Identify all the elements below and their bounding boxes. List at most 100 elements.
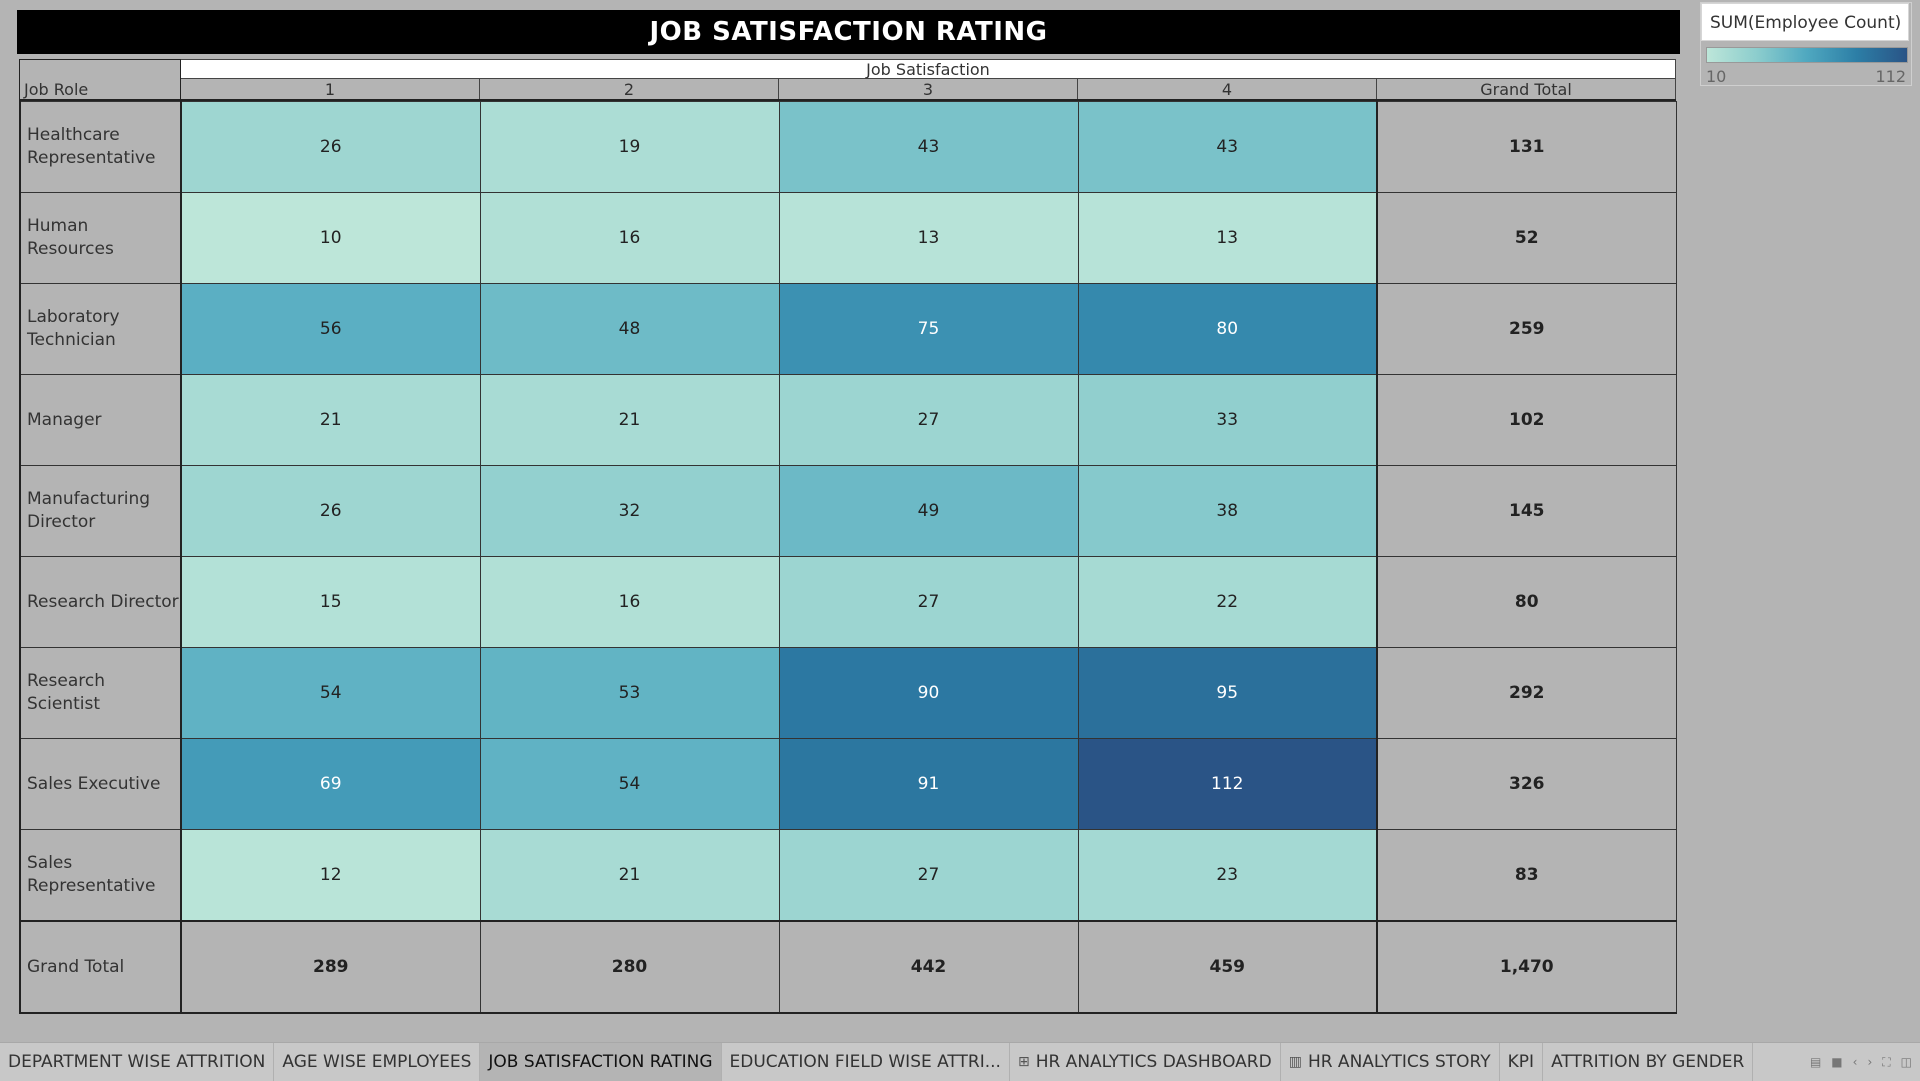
column-group-label[interactable]: Job Satisfaction [180, 59, 1676, 79]
grand-total-cell[interactable]: 459 [1077, 920, 1378, 1014]
heatmap-cell[interactable]: 21 [479, 374, 780, 466]
heatmap-cell[interactable]: 69 [180, 738, 481, 830]
sheet-tab[interactable]: ⊞ HR ANALYTICS DASHBOARD [1010, 1043, 1281, 1081]
sheet-tab[interactable]: ATTRITION BY GENDER [1543, 1043, 1754, 1081]
heatmap-cell[interactable]: 26 [180, 101, 481, 193]
column-header-grand-total[interactable]: Grand Total [1376, 78, 1676, 101]
heatmap-cell[interactable]: 95 [1077, 647, 1378, 739]
grand-total-cell[interactable]: 289 [180, 920, 481, 1014]
crosstab: Job Role Job Satisfaction 1 2 3 4 Grand … [19, 59, 1677, 1014]
column-header[interactable]: 4 [1077, 78, 1377, 101]
presentation-icon[interactable]: ◫ [1900, 1055, 1912, 1069]
column-header[interactable]: 2 [479, 78, 779, 101]
column-header[interactable]: 1 [180, 78, 480, 101]
sheet-tab-label: ATTRITION BY GENDER [1551, 1052, 1745, 1072]
table-row: Laboratory Technician 56 48 75 80 259 [19, 283, 1677, 375]
heatmap-cell[interactable]: 27 [778, 829, 1079, 922]
row-grand-total-cell[interactable]: 1,470 [1376, 920, 1677, 1014]
heatmap-cell[interactable]: 91 [778, 738, 1079, 830]
heatmap-cell[interactable]: 48 [479, 283, 780, 375]
heatmap-cell[interactable]: 32 [479, 465, 780, 557]
heatmap-cell[interactable]: 38 [1077, 465, 1378, 557]
row-grand-total-cell[interactable]: 326 [1376, 738, 1677, 830]
sheet-tab-label: HR ANALYTICS DASHBOARD [1035, 1052, 1272, 1072]
heatmap-cell[interactable]: 75 [778, 283, 1079, 375]
heatmap-cell[interactable]: 43 [778, 101, 1079, 193]
row-grand-total-cell[interactable]: 80 [1376, 556, 1677, 648]
sheet-tab[interactable]: JOB SATISFACTION RATING [480, 1043, 722, 1081]
heatmap-cell[interactable]: 12 [180, 829, 481, 922]
row-grand-total-cell[interactable]: 145 [1376, 465, 1677, 557]
grid-view-icon[interactable]: ▤ [1809, 1055, 1822, 1069]
row-grand-total-cell[interactable]: 52 [1376, 192, 1677, 284]
sheet-tab-bar: DEPARTMENT WISE ATTRITION AGE WISE EMPLOY… [0, 1042, 1920, 1081]
heatmap-cell[interactable]: 56 [180, 283, 481, 375]
legend-max: 112 [1875, 67, 1906, 86]
grand-total-cell[interactable]: 280 [479, 920, 780, 1014]
heatmap-cell[interactable]: 54 [180, 647, 481, 739]
heatmap-cell[interactable]: 43 [1077, 101, 1378, 193]
column-headers: Job Role Job Satisfaction 1 2 3 4 Grand … [19, 59, 1676, 101]
sheet-tab[interactable]: KPI [1500, 1043, 1544, 1081]
fullscreen-icon[interactable]: ⛶ [1882, 1054, 1891, 1069]
heatmap-cell[interactable]: 22 [1077, 556, 1378, 648]
sheet-tab[interactable]: EDUCATION FIELD WISE ATTRI... [722, 1043, 1010, 1081]
sheet-tab[interactable]: ▥ HR ANALYTICS STORY [1281, 1043, 1500, 1081]
sheet-tab-label: EDUCATION FIELD WISE ATTRI... [729, 1052, 1001, 1072]
job-role-label[interactable]: Research Director [19, 556, 182, 648]
heatmap-cell[interactable]: 10 [180, 192, 481, 284]
heatmap-cell[interactable]: 23 [1077, 829, 1378, 922]
heatmap-cell[interactable]: 13 [1077, 192, 1378, 284]
heatmap-cell[interactable]: 33 [1077, 374, 1378, 466]
color-legend[interactable]: SUM(Employee Count) 10 112 [1700, 2, 1912, 86]
heatmap-cell[interactable]: 90 [778, 647, 1079, 739]
heatmap-cell[interactable]: 15 [180, 556, 481, 648]
heatmap-cell[interactable]: 27 [778, 374, 1079, 466]
heatmap-cell[interactable]: 53 [479, 647, 780, 739]
sheet-tab-label: DEPARTMENT WISE ATTRITION [8, 1052, 266, 1072]
sheet-tab[interactable]: AGE WISE EMPLOYEES [274, 1043, 481, 1081]
heatmap-cell[interactable]: 19 [479, 101, 780, 193]
heatmap-cell[interactable]: 80 [1077, 283, 1378, 375]
table-row: Manufacturing Director 26 32 49 38 145 [19, 465, 1677, 557]
table-row: Human Resources 10 16 13 13 52 [19, 192, 1677, 284]
heatmap-cell[interactable]: 13 [778, 192, 1079, 284]
row-grand-total-cell[interactable]: 131 [1376, 101, 1677, 193]
row-grand-total-cell[interactable]: 259 [1376, 283, 1677, 375]
sheet-title: JOB SATISFACTION RATING [17, 10, 1680, 54]
job-role-label[interactable]: Sales Representative [19, 829, 182, 922]
job-role-label[interactable]: Healthcare Representative [19, 101, 182, 193]
column-header[interactable]: 3 [778, 78, 1078, 101]
sheet-tab[interactable]: DEPARTMENT WISE ATTRITION [0, 1043, 275, 1081]
heatmap-cell[interactable]: 21 [180, 374, 481, 466]
heatmap-cell[interactable]: 112 [1077, 738, 1378, 830]
job-role-label[interactable]: Laboratory Technician [19, 283, 182, 375]
dashboard-icon: ⊞ [1017, 1054, 1030, 1070]
row-grand-total-cell[interactable]: 83 [1376, 829, 1677, 922]
heatmap-cell[interactable]: 16 [479, 556, 780, 648]
job-role-label[interactable]: Research Scientist [19, 647, 182, 739]
legend-color-ramp [1706, 47, 1908, 63]
heatmap-cell[interactable]: 49 [778, 465, 1079, 557]
job-role-label[interactable]: Manager [19, 374, 182, 466]
job-role-label[interactable]: Human Resources [19, 192, 182, 284]
heatmap-cell[interactable]: 54 [479, 738, 780, 830]
heatmap-cell[interactable]: 26 [180, 465, 481, 557]
heatmap-cell[interactable]: 27 [778, 556, 1079, 648]
heatmap-cell[interactable]: 16 [479, 192, 780, 284]
prev-sheet-icon[interactable]: ‹ [1852, 1055, 1858, 1069]
table-row: Research Scientist 54 53 90 95 292 [19, 647, 1677, 739]
grand-total-cell[interactable]: 442 [778, 920, 1079, 1014]
legend-min: 10 [1706, 67, 1727, 86]
row-header-label[interactable]: Job Role [19, 59, 181, 101]
grand-total-row: Grand Total 289 280 442 459 1,470 [19, 920, 1677, 1014]
row-grand-total-cell[interactable]: 102 [1376, 374, 1677, 466]
heatmap-cell[interactable]: 21 [479, 829, 780, 922]
filmstrip-icon[interactable]: ■ [1831, 1055, 1843, 1069]
grand-total-label[interactable]: Grand Total [19, 920, 182, 1014]
row-grand-total-cell[interactable]: 292 [1376, 647, 1677, 739]
next-sheet-icon[interactable]: › [1867, 1055, 1873, 1069]
sheet-tab-label: KPI [1507, 1052, 1535, 1072]
job-role-label[interactable]: Sales Executive [19, 738, 182, 830]
job-role-label[interactable]: Manufacturing Director [19, 465, 182, 557]
